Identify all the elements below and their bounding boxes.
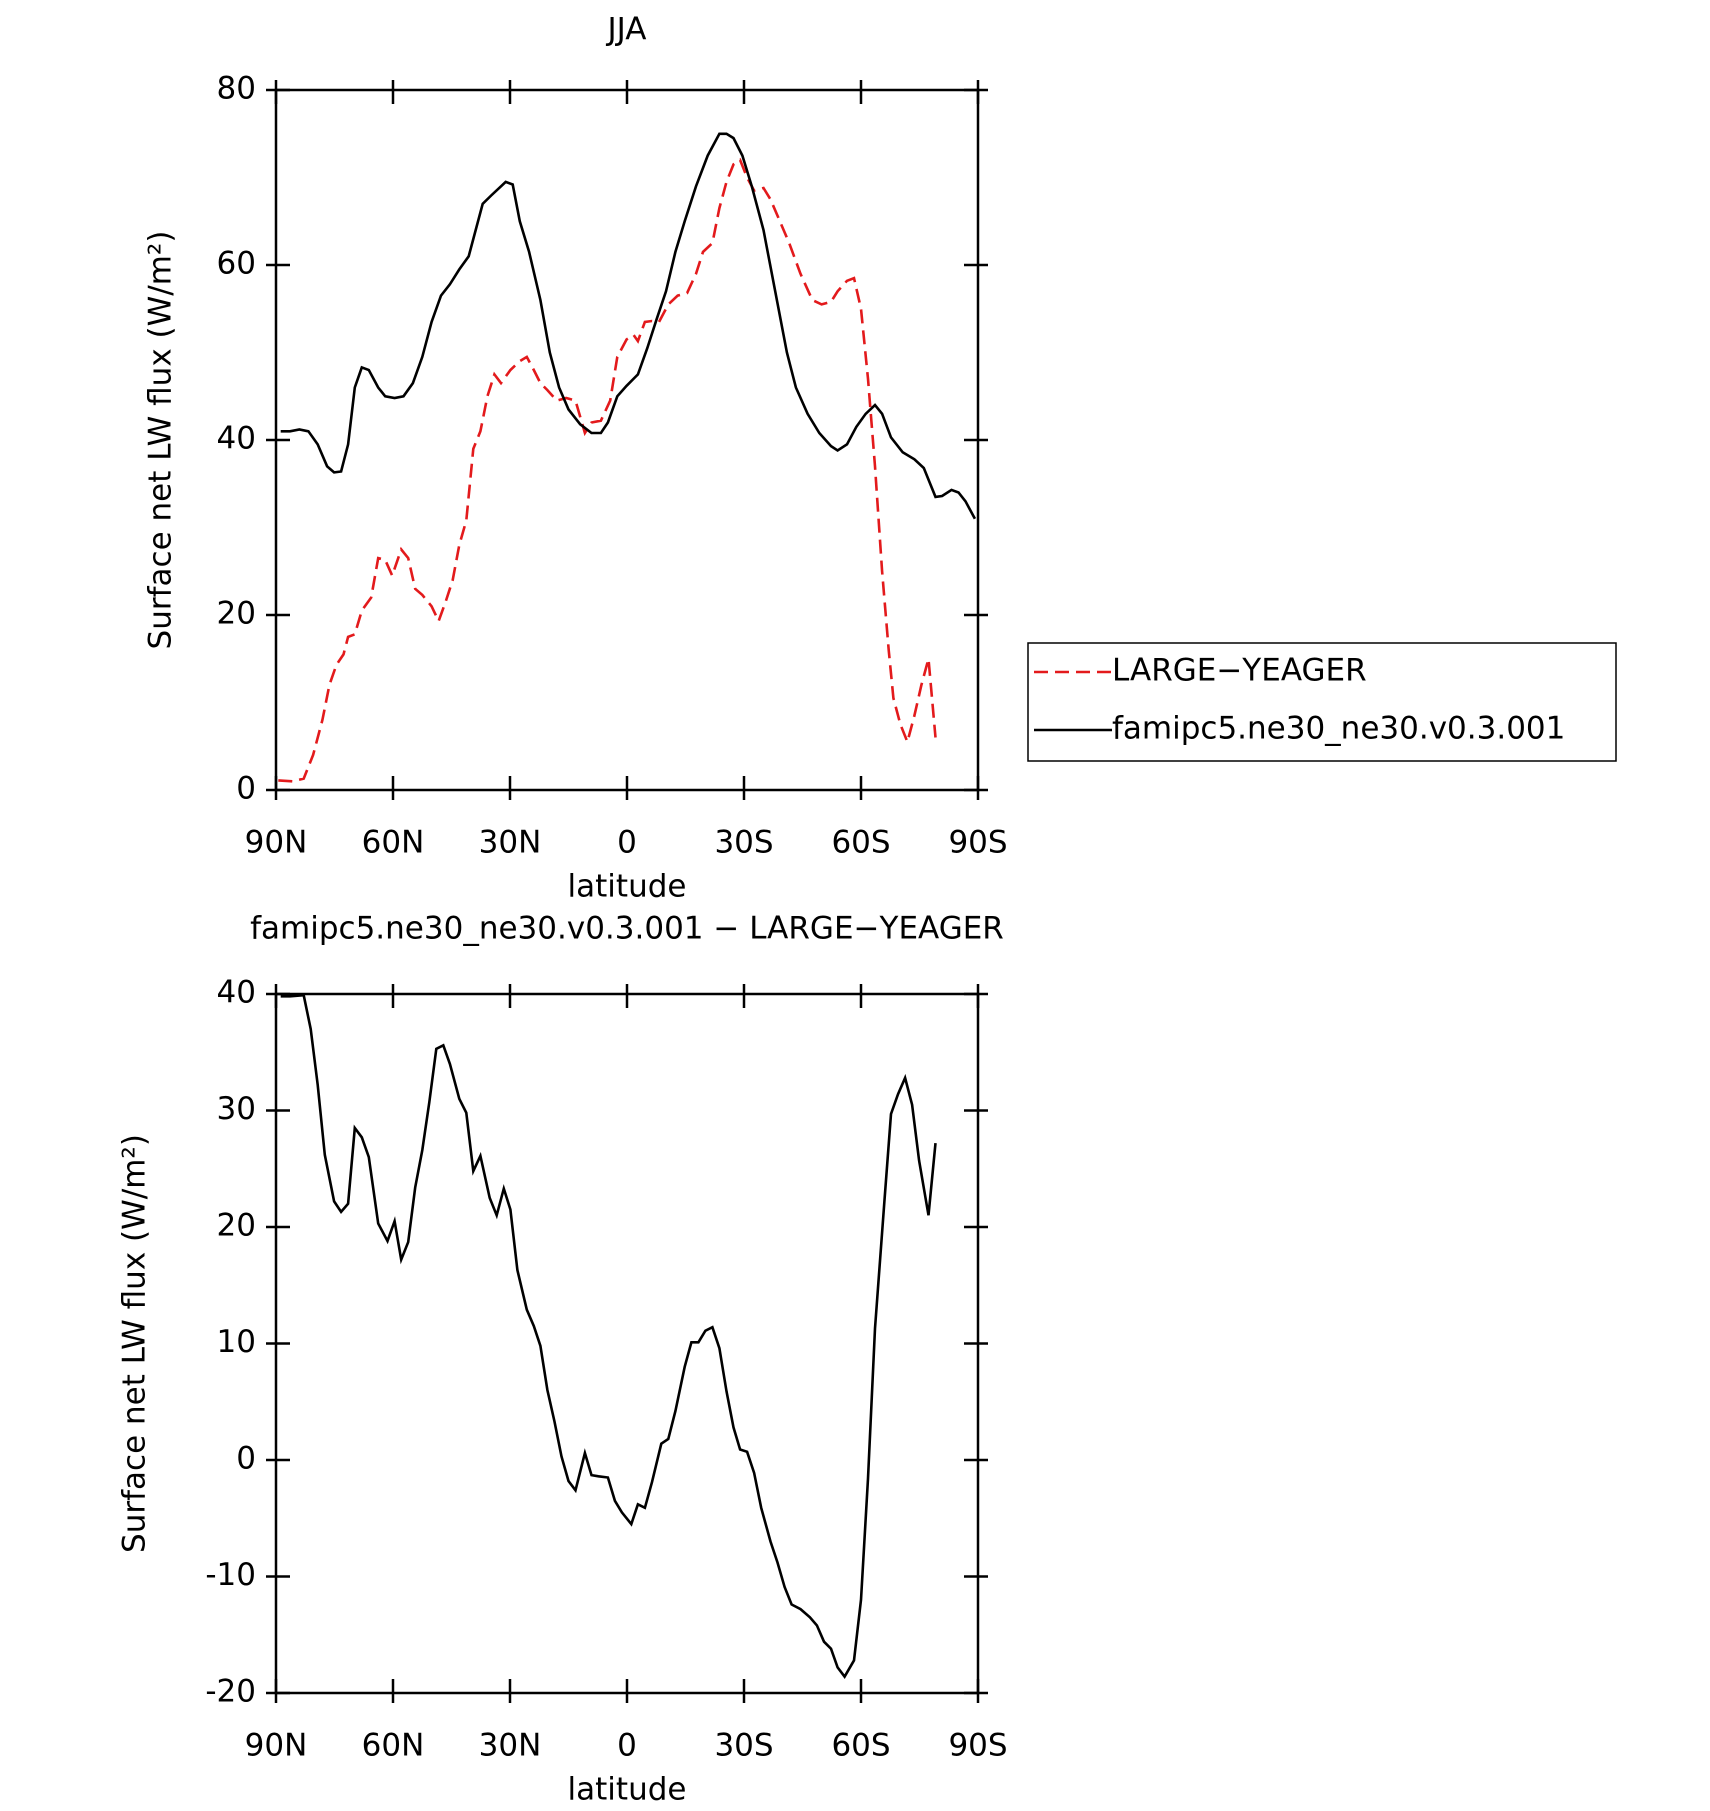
legend-label: famipc5.ne30_ne30.v0.3.001 (1112, 711, 1565, 747)
y-tick-label: 20 (217, 1208, 256, 1244)
y-tick-label: 0 (236, 1441, 256, 1477)
x-tick-label: 0 (617, 825, 637, 861)
plot-frame (274, 992, 980, 1695)
x-tick-label: 60N (362, 825, 425, 861)
x-axis-label: latitude (568, 869, 687, 905)
x-tick-label: 90S (948, 1728, 1007, 1764)
x-tick-label: 30N (479, 1728, 542, 1764)
x-tick-label: 60S (831, 1728, 890, 1764)
x-tick-label: 90N (245, 825, 308, 861)
x-tick-label: 60N (362, 1728, 425, 1764)
x-tick-label: 60S (831, 825, 890, 861)
data-line (280, 993, 937, 1680)
legend: LARGE−YEAGER famipc5.ne30_ne30.v0.3.001 (1027, 642, 1617, 762)
y-tick-label: -20 (205, 1674, 256, 1710)
chart-title: JJA (606, 12, 647, 48)
y-tick-label: 80 (217, 71, 256, 107)
data-line (278, 158, 937, 783)
x-tick-label: 30N (479, 825, 542, 861)
y-tick-label: -10 (205, 1557, 256, 1593)
y-tick-label: 10 (217, 1324, 256, 1360)
y-tick-label: 0 (236, 771, 256, 807)
legend-box (1027, 642, 1617, 762)
x-tick-label: 90N (245, 1728, 308, 1764)
y-tick-label: 60 (217, 246, 256, 282)
y-axis-label: Surface net LW flux (W/m²) (143, 231, 179, 650)
y-tick-label: 30 (217, 1091, 256, 1127)
y-tick-label: 40 (217, 421, 256, 457)
x-tick-label: 90S (948, 825, 1007, 861)
data-line (280, 132, 977, 520)
x-tick-label: 30S (714, 1728, 773, 1764)
x-tick-label: 0 (617, 1728, 637, 1764)
y-tick-label: 20 (217, 596, 256, 632)
chart-title: famipc5.ne30_ne30.v0.3.001 − LARGE−YEAGE… (250, 911, 1004, 947)
x-axis-label: latitude (568, 1772, 687, 1808)
y-axis-label: Surface net LW flux (W/m²) (117, 1134, 153, 1553)
legend-label: LARGE−YEAGER (1112, 653, 1367, 689)
y-tick-label: 40 (217, 975, 256, 1011)
x-tick-label: 30S (714, 825, 773, 861)
